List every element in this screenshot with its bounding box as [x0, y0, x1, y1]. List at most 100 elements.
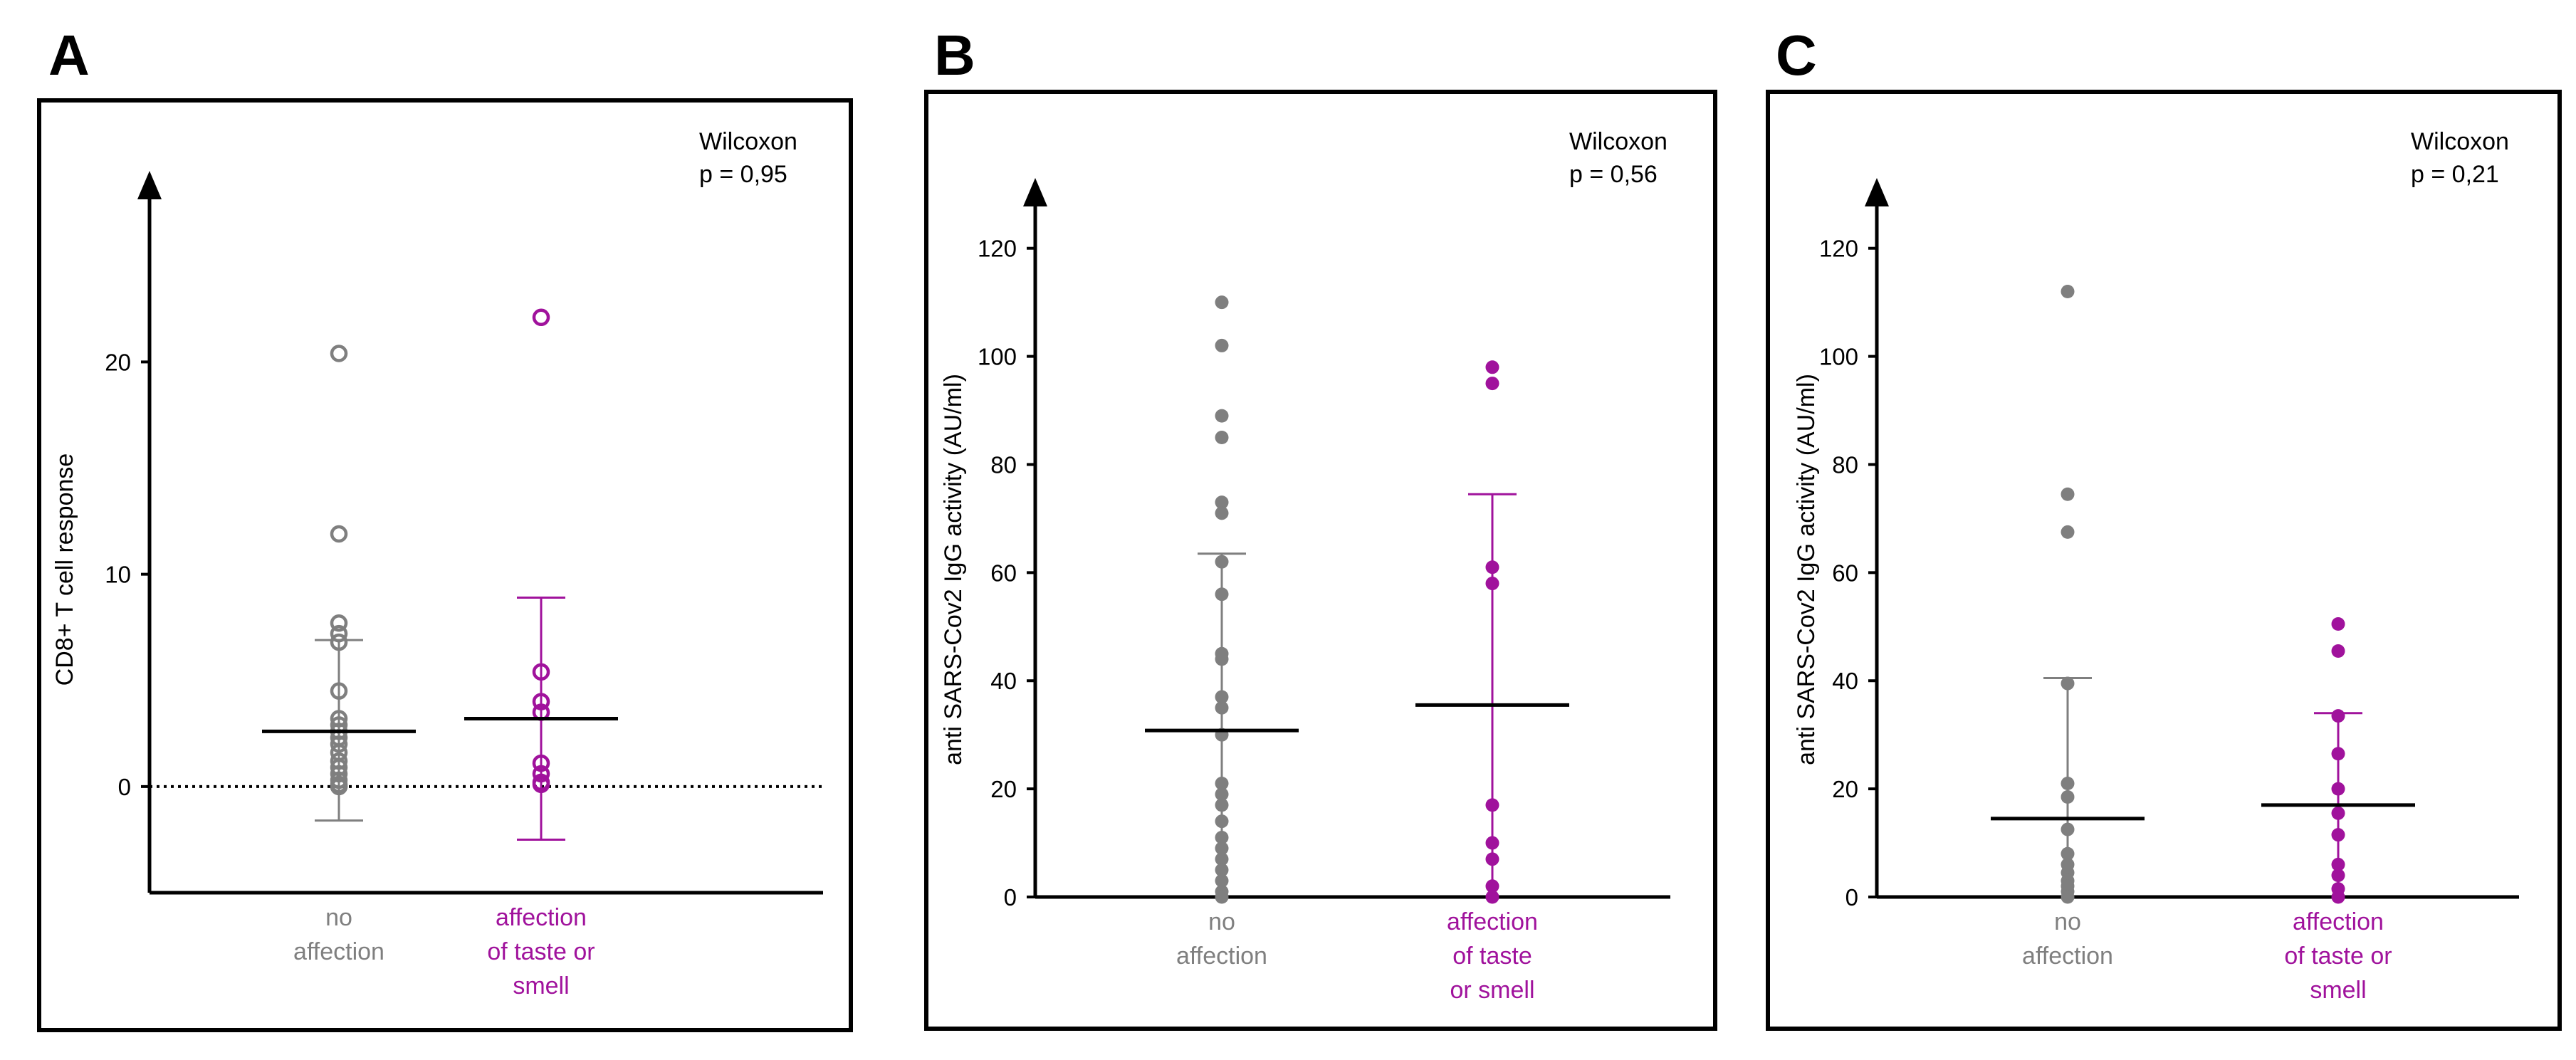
y-tick-label: 20 — [990, 776, 1017, 802]
category-label-line: no — [2054, 908, 2081, 935]
data-point — [532, 775, 550, 794]
data-point — [2331, 709, 2345, 723]
panel-frame-b — [924, 90, 1717, 1031]
y-axis-arrow-icon — [137, 171, 162, 199]
category-label-line: affection — [2022, 943, 2113, 970]
y-tick-label: 80 — [990, 451, 1017, 478]
category-label-line: no — [325, 904, 352, 931]
data-point — [532, 693, 550, 710]
data-point — [1215, 338, 1229, 352]
y-axis-label: CD8+ T cell response — [51, 453, 78, 686]
data-point — [2061, 284, 2075, 298]
data-point — [532, 663, 550, 681]
group-affection: affection of taste or smell — [1415, 360, 1569, 1004]
category-label-line: smell — [2310, 977, 2366, 1004]
panel-frame-a — [37, 98, 853, 1032]
stat-test-label: Wilcoxon — [1569, 128, 1667, 155]
category-label-line: of taste or — [2284, 943, 2392, 970]
data-point — [1215, 814, 1229, 829]
y-tick-label: 60 — [1832, 560, 1858, 586]
stat-annotation-a: Wilcoxon p = 0,95 — [699, 125, 797, 191]
category-label-line: smell — [513, 972, 569, 999]
y-tick-label: 0 — [1845, 884, 1858, 911]
data-point — [2331, 617, 2345, 631]
data-point — [2331, 869, 2345, 883]
data-point — [2331, 747, 2345, 761]
category-label-line: no — [1208, 908, 1235, 935]
group-affection: affection of taste or smell — [464, 308, 618, 999]
y-tick-label: 0 — [1004, 884, 1017, 911]
data-point — [1215, 587, 1229, 602]
panel-letter-c: C — [1776, 23, 1817, 87]
p-value-label: p = 0,95 — [699, 161, 787, 188]
data-point — [1485, 560, 1499, 574]
y-tick-label: 40 — [990, 668, 1017, 694]
data-point — [330, 682, 348, 700]
data-point — [1485, 852, 1499, 866]
data-point — [2331, 644, 2345, 658]
data-point — [330, 345, 348, 362]
category-label-line: of taste — [1452, 943, 1532, 970]
stat-annotation-c: Wilcoxon p = 0,21 — [2411, 125, 2509, 191]
y-tick-label: 120 — [1819, 236, 1858, 262]
data-point — [532, 754, 550, 772]
y-tick-label: 100 — [978, 344, 1017, 370]
data-point — [330, 525, 348, 543]
data-point — [1215, 890, 1229, 904]
stat-test-label: Wilcoxon — [2411, 128, 2509, 155]
data-point — [1215, 863, 1229, 877]
group-no-affection: no affection — [1145, 295, 1299, 970]
data-point — [330, 633, 348, 651]
y-tick-label: 120 — [978, 236, 1017, 262]
data-point — [1485, 836, 1499, 850]
stat-test-label: Wilcoxon — [699, 128, 797, 155]
data-point — [330, 735, 348, 753]
y-tick-label: 80 — [1832, 451, 1858, 478]
data-point — [330, 624, 348, 643]
group-no-affection: no affection — [262, 345, 416, 965]
data-point — [2061, 822, 2075, 836]
y-tick-label: 100 — [1819, 344, 1858, 370]
y-axis-label: anti SARS-Cov2 IgG activity (AU/ml) — [1793, 374, 1820, 765]
data-point — [1215, 690, 1229, 704]
panel-letter-a: A — [48, 23, 90, 87]
y-axis-arrow-icon — [1865, 178, 1889, 206]
data-point — [2331, 857, 2345, 871]
data-point — [1215, 555, 1229, 569]
data-point — [1485, 879, 1499, 893]
chart-panel-b: 0 20 40 60 80 100 120 anti SARS-Cov2 IgG activi… — [940, 178, 1670, 1004]
data-point — [1215, 852, 1229, 866]
data-point — [2061, 525, 2075, 539]
data-point — [2061, 846, 2075, 861]
panel-frame-c — [1766, 90, 2562, 1031]
y-axis-arrow-icon — [1023, 178, 1047, 206]
y-tick-label: 40 — [1832, 668, 1858, 694]
category-label-line: affection — [1447, 908, 1538, 935]
data-point — [2061, 487, 2075, 501]
panel-letter-b: B — [934, 23, 975, 87]
group-no-affection: no affection — [1991, 284, 2145, 970]
p-value-label: p = 0,21 — [2411, 161, 2499, 188]
data-point — [2331, 890, 2345, 904]
p-value-label: p = 0,56 — [1569, 161, 1658, 188]
data-point — [2331, 806, 2345, 820]
data-point — [1215, 777, 1229, 791]
data-point — [1485, 377, 1499, 391]
data-point — [2061, 676, 2075, 691]
data-point — [1485, 890, 1499, 904]
y-tick-label: 20 — [105, 349, 131, 375]
stat-annotation-b: Wilcoxon p = 0,56 — [1569, 125, 1667, 191]
y-tick-label: 60 — [990, 560, 1017, 586]
data-point — [1215, 431, 1229, 445]
data-point — [1215, 506, 1229, 520]
data-point — [1215, 830, 1229, 844]
y-tick-label: 20 — [1832, 776, 1858, 802]
data-point — [1215, 652, 1229, 666]
data-point — [1485, 577, 1499, 591]
chart-panel-c: 0 20 40 60 80 100 120 anti SARS-Cov2 IgG activi… — [1793, 178, 2519, 1004]
data-point — [1215, 495, 1229, 510]
category-label-line: affection — [1176, 943, 1267, 970]
data-point — [2061, 777, 2075, 791]
